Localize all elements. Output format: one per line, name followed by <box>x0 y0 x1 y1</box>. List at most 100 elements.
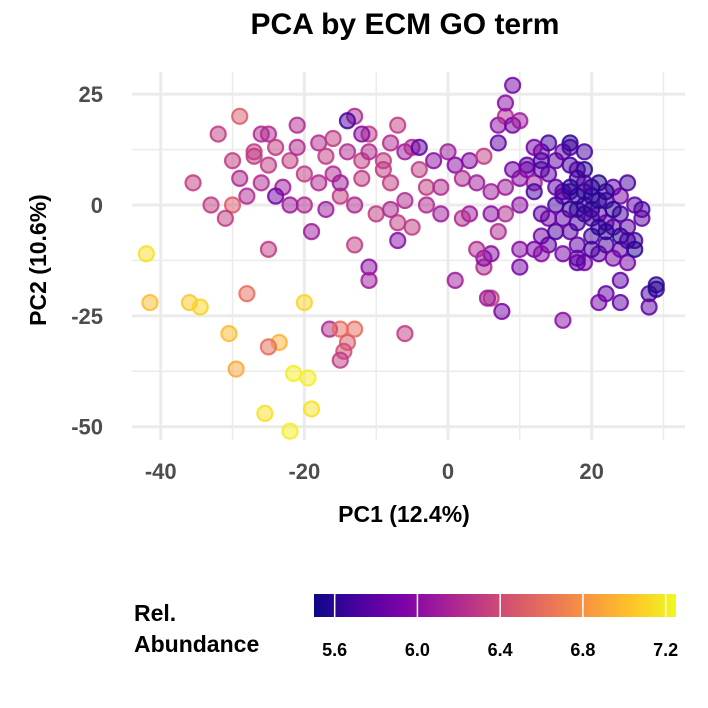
data-point <box>338 112 357 130</box>
y-tick-label: -25 <box>71 304 103 329</box>
data-point <box>259 156 278 174</box>
data-point <box>353 169 371 188</box>
data-point <box>590 293 608 312</box>
data-point <box>346 236 364 254</box>
data-point <box>360 271 378 289</box>
data-point <box>554 311 572 329</box>
data-point <box>511 196 529 214</box>
data-point <box>360 143 378 161</box>
data-point <box>281 196 299 214</box>
data-point <box>496 178 515 196</box>
data-point <box>302 223 321 241</box>
data-point <box>295 196 313 214</box>
data-point <box>331 174 349 192</box>
data-point <box>453 209 471 227</box>
data-point <box>346 196 364 214</box>
data-point <box>439 143 457 161</box>
data-point <box>511 112 529 130</box>
data-point <box>604 200 622 219</box>
data-point <box>396 191 414 210</box>
data-point <box>259 338 278 356</box>
data-point <box>317 147 335 165</box>
data-point <box>475 147 493 165</box>
data-point <box>396 324 414 343</box>
data-point <box>141 293 159 312</box>
data-point <box>288 138 306 156</box>
data-point <box>568 254 586 272</box>
data-point <box>590 174 608 192</box>
x-axis-title: PC1 (12.4%) <box>338 501 470 527</box>
data-point <box>633 209 651 227</box>
data-point <box>252 174 270 192</box>
data-point <box>238 285 256 303</box>
data-point <box>223 196 242 214</box>
data-point <box>478 289 497 307</box>
data-point <box>410 138 428 156</box>
data-point <box>489 223 507 241</box>
data-point <box>389 116 407 134</box>
data-point <box>482 183 500 201</box>
legend-tick-label: 6.0 <box>405 640 430 660</box>
data-point <box>561 156 579 174</box>
data-point <box>381 174 400 192</box>
data-point <box>417 196 436 214</box>
data-point <box>220 324 238 343</box>
data-point <box>432 205 450 223</box>
data-point <box>539 134 558 152</box>
data-point <box>403 218 421 236</box>
scatter-points <box>137 76 665 440</box>
data-point <box>374 152 392 170</box>
data-point <box>295 293 313 312</box>
color-legend: Rel. Abundance 5.6 6.0 6.4 6.8 7.2 <box>134 594 678 660</box>
data-point <box>202 196 220 214</box>
y-tick-label: 25 <box>79 82 103 107</box>
legend-tick-label: 5.6 <box>322 640 347 660</box>
data-point <box>460 152 479 170</box>
y-tick-label: -50 <box>71 415 103 440</box>
data-point <box>259 240 278 258</box>
data-point <box>453 169 471 188</box>
data-point <box>647 280 665 298</box>
data-point <box>511 169 529 188</box>
data-point <box>284 364 303 383</box>
x-tick-label: 20 <box>579 459 603 484</box>
data-point <box>482 205 500 223</box>
data-point <box>417 178 436 196</box>
legend-tick-label: 7.2 <box>653 640 678 660</box>
data-point <box>511 258 529 276</box>
legend-ticks: 5.6 6.0 6.4 6.8 7.2 <box>322 594 678 660</box>
data-point <box>554 209 572 227</box>
data-point <box>611 271 629 289</box>
data-point <box>532 152 550 170</box>
data-point <box>525 183 543 201</box>
data-point <box>252 125 270 143</box>
x-axis-ticks: -40 -20 0 20 <box>145 459 604 484</box>
data-point <box>324 129 342 148</box>
data-point <box>410 160 428 179</box>
data-point <box>425 152 443 170</box>
data-point <box>227 360 245 378</box>
data-point <box>302 400 321 418</box>
data-point <box>468 174 486 192</box>
data-point <box>281 152 299 170</box>
data-point <box>432 178 450 196</box>
data-point <box>618 174 637 192</box>
legend-colorbar <box>314 594 676 617</box>
data-point <box>245 147 263 165</box>
data-point <box>575 143 594 161</box>
legend-tick-label: 6.8 <box>570 640 595 660</box>
data-point <box>267 187 285 205</box>
data-point <box>568 214 586 232</box>
data-point <box>525 138 543 156</box>
data-point <box>626 240 644 258</box>
data-point <box>231 169 249 188</box>
data-point <box>223 152 242 170</box>
data-point <box>640 298 658 316</box>
data-point <box>597 223 615 241</box>
data-point <box>511 240 529 258</box>
data-point <box>310 174 328 192</box>
data-point <box>496 205 515 223</box>
data-point <box>184 174 202 192</box>
data-point <box>281 422 299 440</box>
